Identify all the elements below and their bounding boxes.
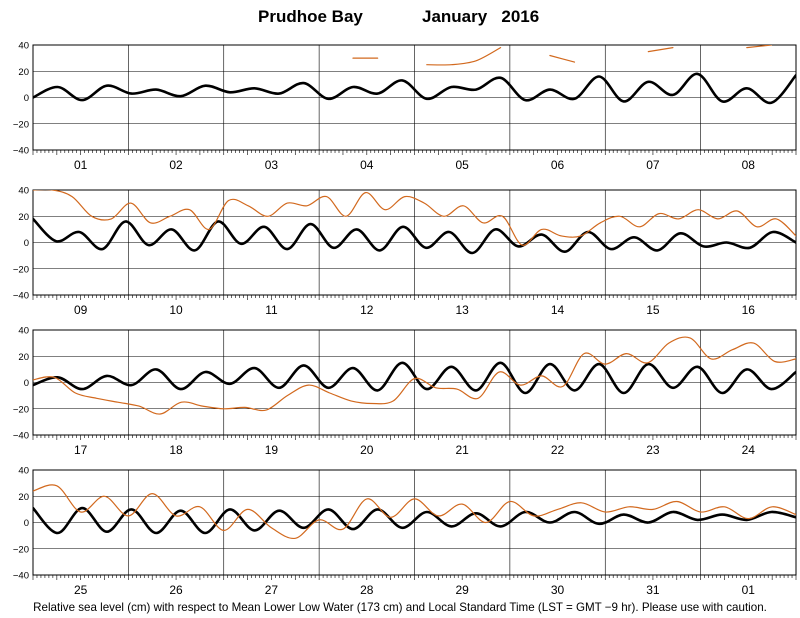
y-tick-label: 40 xyxy=(18,186,29,197)
y-tick-label: 20 xyxy=(18,67,29,78)
y-tick-label: −40 xyxy=(13,146,29,157)
day-label: 30 xyxy=(551,583,565,597)
y-tick-label: 0 xyxy=(24,378,29,389)
chart-footnote: Relative sea level (cm) with respect to … xyxy=(33,601,767,614)
day-label: 18 xyxy=(169,443,183,457)
y-tick-label: 20 xyxy=(18,492,29,503)
chart-title-row: Prudhoe Bay January 2016 xyxy=(0,4,800,30)
observed-water-level-line xyxy=(647,47,674,53)
observed-water-level-line xyxy=(33,190,796,246)
station-title: Prudhoe Bay xyxy=(258,7,363,26)
day-label: 31 xyxy=(646,583,660,597)
observed-water-level-line xyxy=(746,45,772,49)
day-label: 11 xyxy=(265,303,278,317)
day-label: 08 xyxy=(742,158,756,172)
y-tick-label: 20 xyxy=(18,212,29,223)
day-label: 02 xyxy=(169,158,183,172)
day-label: 19 xyxy=(265,443,279,457)
day-label: 26 xyxy=(169,583,183,597)
day-label: 24 xyxy=(742,443,756,457)
day-label: 05 xyxy=(456,158,470,172)
predicted-tide-line xyxy=(33,361,796,395)
day-label: 07 xyxy=(646,158,660,172)
day-label: 13 xyxy=(456,303,470,317)
day-label: 23 xyxy=(646,443,660,457)
day-label: 14 xyxy=(551,303,565,317)
y-tick-label: −20 xyxy=(13,544,29,555)
day-label: 27 xyxy=(265,583,279,597)
observed-water-level-line xyxy=(426,47,502,66)
day-label: 21 xyxy=(456,443,470,457)
day-label: 01 xyxy=(742,583,756,597)
y-tick-label: −40 xyxy=(13,431,29,442)
predicted-tide-line xyxy=(33,506,796,535)
predicted-tide-line xyxy=(33,72,796,105)
observed-water-level-line xyxy=(33,484,796,540)
day-label: 03 xyxy=(265,158,279,172)
day-label: 01 xyxy=(74,158,88,172)
day-label: 20 xyxy=(360,443,374,457)
day-label: 15 xyxy=(646,303,660,317)
y-tick-label: 20 xyxy=(18,352,29,363)
y-tick-label: −20 xyxy=(13,264,29,275)
y-tick-label: 40 xyxy=(18,326,29,337)
day-label: 16 xyxy=(742,303,756,317)
predicted-tide-line xyxy=(33,217,796,255)
day-label: 25 xyxy=(74,583,88,597)
day-label: 22 xyxy=(551,443,565,457)
day-label: 17 xyxy=(74,443,88,457)
y-tick-label: −40 xyxy=(13,571,29,582)
day-label: 09 xyxy=(74,303,88,317)
month-year-title: January 2016 xyxy=(422,7,540,26)
day-label: 12 xyxy=(360,303,374,317)
observed-water-level-line xyxy=(549,54,576,63)
day-label: 29 xyxy=(456,583,470,597)
y-tick-label: −20 xyxy=(13,404,29,415)
y-tick-label: 40 xyxy=(18,466,29,477)
day-label: 04 xyxy=(360,158,374,172)
observed-water-level-line xyxy=(33,336,796,415)
y-tick-label: 0 xyxy=(24,93,29,104)
y-tick-label: 40 xyxy=(18,41,29,52)
day-label: 28 xyxy=(360,583,374,597)
y-tick-label: −40 xyxy=(13,291,29,302)
y-tick-label: −20 xyxy=(13,119,29,130)
y-tick-label: 0 xyxy=(24,238,29,249)
day-label: 06 xyxy=(551,158,565,172)
y-tick-label: 0 xyxy=(24,518,29,529)
day-label: 10 xyxy=(169,303,183,317)
